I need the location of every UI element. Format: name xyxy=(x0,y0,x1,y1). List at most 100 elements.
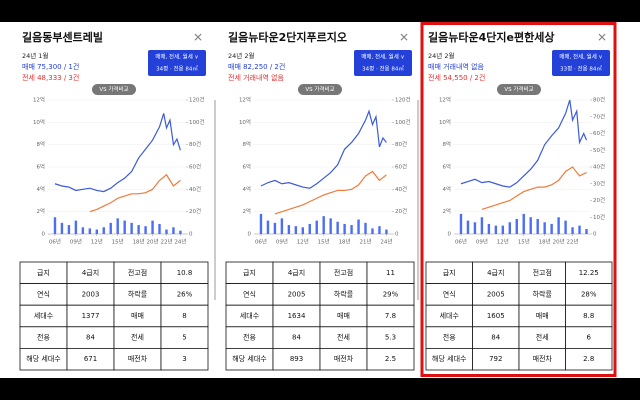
y-tick-label: 10억 xyxy=(239,118,251,126)
volume-bar xyxy=(67,225,71,234)
volume-bar xyxy=(543,222,546,234)
compare-button[interactable] xyxy=(497,84,541,95)
x-tick-label: 06년 xyxy=(455,238,467,246)
table-text: 5 xyxy=(182,334,186,342)
table-text: 연식 xyxy=(243,289,256,298)
panel-title: 길음뉴타운2단지푸르지오 xyxy=(228,30,347,44)
volume-bar xyxy=(473,222,477,234)
y2-tick-label: 60건 xyxy=(189,164,201,171)
table-text: 하락률 xyxy=(334,289,354,298)
y2-tick-label: 80건 xyxy=(395,141,407,148)
volume-bar xyxy=(494,225,498,234)
y2-tick-label: 0 xyxy=(593,232,597,238)
table-text: 급지 xyxy=(37,268,50,277)
volume-bar xyxy=(557,217,560,234)
volume-bar xyxy=(378,226,381,234)
x-tick-label: 12년 xyxy=(91,238,103,246)
table-cell xyxy=(565,347,613,371)
y-tick-label: 6억 xyxy=(442,163,451,171)
selected-outline xyxy=(420,22,617,377)
close-button[interactable]: ✕ xyxy=(597,31,607,45)
filter-box[interactable] xyxy=(552,50,610,76)
jeonse-info: 전세 48,333 / 3건 xyxy=(22,73,79,82)
table-text: 7.8 xyxy=(385,312,396,320)
month: 24년 1월 xyxy=(22,51,48,60)
y2-tick-label: 40건 xyxy=(593,164,605,171)
x-tick-label: 24년 xyxy=(380,238,392,246)
table-text: 6 xyxy=(587,334,592,342)
volume-bar xyxy=(165,229,168,234)
table-text: 전세 xyxy=(536,333,549,342)
close-button[interactable]: ✕ xyxy=(399,31,409,45)
y2-tick-label: 20건 xyxy=(395,208,407,215)
panel-title: 길음뉴타운4단지e편한세상 xyxy=(428,30,554,44)
table-text: 세대수 xyxy=(440,311,460,320)
table-text: 4급지 xyxy=(487,268,504,277)
volume-bar xyxy=(151,220,154,234)
x-tick-label: 12년 xyxy=(497,238,509,246)
table-text: 1634 xyxy=(288,312,306,320)
size: 33평 · 전용 84㎡ xyxy=(560,65,602,73)
volume-bar xyxy=(259,213,263,234)
table-text: 1377 xyxy=(82,312,100,320)
volume-bar xyxy=(95,229,98,234)
x-tick-label: 06년 xyxy=(255,238,267,246)
compare-label: VS 가격비교 xyxy=(99,85,128,93)
compare-label: VS 가격비교 xyxy=(504,85,533,93)
y2-tick-label: 30건 xyxy=(593,180,605,187)
volume-bar xyxy=(53,217,57,234)
filter-box[interactable] xyxy=(354,50,412,76)
compare-button[interactable] xyxy=(92,84,136,95)
volume-bar xyxy=(466,220,470,234)
volume-bar xyxy=(459,213,463,234)
volume-bar xyxy=(487,223,491,234)
y2-tick-label: 100건 xyxy=(189,119,205,126)
table-text: 전용 xyxy=(37,333,50,342)
volume-bar xyxy=(308,223,311,234)
y2-tick-label: 60건 xyxy=(593,130,605,137)
volume-bar xyxy=(179,230,182,234)
y-tick-label: 2억 xyxy=(36,207,45,215)
volume-bar xyxy=(287,225,291,234)
y2-tick-label: 100건 xyxy=(395,119,411,126)
x-tick-label: 06년 xyxy=(49,238,61,246)
volume-bar xyxy=(550,223,553,234)
table-text: 84 xyxy=(491,334,500,342)
table-text: 3 xyxy=(182,355,186,363)
filter-box[interactable] xyxy=(148,50,206,76)
table-text: 매전차 xyxy=(334,354,354,363)
y2-tick-label: 10건 xyxy=(593,214,605,221)
table-text: 1605 xyxy=(487,312,505,320)
table-cell xyxy=(366,347,415,371)
x-tick-label: 15년 xyxy=(318,238,330,246)
volume-bar xyxy=(266,220,270,234)
price-line xyxy=(481,166,587,211)
sale-info: 매매 거래내역 없음 xyxy=(428,62,485,71)
y-tick-label: 4억 xyxy=(242,185,251,193)
table-text: 11 xyxy=(386,269,395,277)
y-tick-label: 4억 xyxy=(36,185,45,193)
table-text: 해당 세대수 xyxy=(432,354,467,363)
x-tick-label: 24년 xyxy=(174,238,186,246)
size: 34평 · 전용 84㎡ xyxy=(362,65,404,73)
compare-button[interactable] xyxy=(298,84,342,95)
close-button[interactable]: ✕ xyxy=(193,31,203,45)
y2-tick-label: 80건 xyxy=(593,97,605,104)
table-text: 2.8 xyxy=(583,355,594,363)
x-tick-label: 09년 xyxy=(276,238,288,246)
table-text: 매매 xyxy=(536,312,549,320)
table-text: 84 xyxy=(86,334,95,342)
volume-bar xyxy=(536,218,539,234)
table-text: 해당 세대수 xyxy=(26,354,61,363)
y2-tick-label: 0 xyxy=(395,232,399,238)
table-text: 해당 세대수 xyxy=(232,354,267,363)
volume-bar xyxy=(501,225,505,234)
price-line xyxy=(260,109,387,189)
filter: 매매, 전세, 월세 ∨ xyxy=(559,53,602,61)
table-cell xyxy=(160,347,209,371)
y-tick-label: 12억 xyxy=(239,96,251,104)
y2-tick-label: 120건 xyxy=(395,97,411,104)
volume-bar xyxy=(480,217,484,234)
